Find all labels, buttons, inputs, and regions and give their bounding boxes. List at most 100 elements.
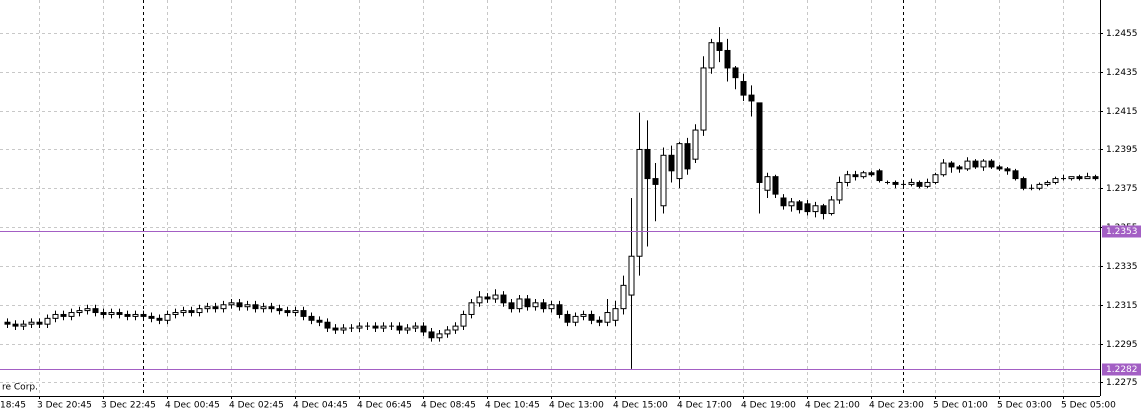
candle-body <box>140 313 147 317</box>
candle-body <box>1004 168 1011 172</box>
candle-body <box>284 310 291 314</box>
candle-body <box>932 174 939 183</box>
candle-body <box>620 284 627 310</box>
candle-body <box>972 160 979 168</box>
candle-body <box>180 310 187 314</box>
candle-body <box>20 323 27 327</box>
candle-body <box>1092 176 1099 180</box>
candle-body <box>260 306 267 310</box>
candle-body <box>1084 176 1091 180</box>
candle-body <box>916 181 923 187</box>
candle-body <box>460 313 467 327</box>
candle-body <box>436 333 443 339</box>
candle-body <box>796 201 803 211</box>
x-tick-label: 4 Dec 13:00 <box>549 401 604 411</box>
level-label-bg <box>1102 225 1141 238</box>
candle-body <box>196 308 203 314</box>
candle-body <box>340 327 347 331</box>
candle-body <box>596 319 603 323</box>
x-tick-label: 4 Dec 21:00 <box>805 401 860 411</box>
candle-body <box>692 129 699 160</box>
watermark: re Corp. <box>2 383 38 393</box>
candle-body <box>588 313 595 321</box>
x-tick-label: 4 Dec 00:45 <box>165 401 220 411</box>
candle-body <box>572 315 579 323</box>
candle-body <box>332 327 339 331</box>
candle-body <box>268 306 275 310</box>
x-tick-label: 5 Dec 05:00 <box>1061 401 1116 411</box>
candle-body <box>652 178 659 185</box>
candle-body <box>676 143 683 180</box>
level-label-bg <box>1102 363 1141 376</box>
candle-body <box>116 312 123 315</box>
candle-body <box>604 312 611 323</box>
candle-body <box>876 170 883 182</box>
candle-body <box>468 302 475 315</box>
candle-body <box>212 306 219 310</box>
x-tick-label: 4 Dec 02:45 <box>229 401 284 411</box>
candle-body <box>84 308 91 312</box>
candle-body <box>804 203 811 213</box>
y-tick-label: 1.2455 <box>1106 29 1138 39</box>
candle-body <box>164 313 171 321</box>
candle-body <box>68 312 75 317</box>
candle-body <box>428 331 435 339</box>
candle-body <box>988 160 995 168</box>
candle-body <box>996 166 1003 170</box>
y-tick-label: 1.2315 <box>1106 301 1138 311</box>
candle-body <box>300 310 307 317</box>
y-tick-label: 1.2435 <box>1106 68 1138 78</box>
candle-body <box>412 325 419 329</box>
y-tick-label: 1.2335 <box>1106 262 1138 272</box>
candle-body <box>756 102 763 183</box>
candle-body <box>668 154 675 172</box>
candle-body <box>852 174 859 178</box>
candle-body <box>244 304 251 308</box>
candle-body <box>836 181 843 201</box>
candle-body <box>108 312 115 315</box>
candle-body <box>516 298 523 310</box>
candle-body <box>828 199 835 215</box>
candle-body <box>844 174 851 183</box>
candle-body <box>276 308 283 312</box>
y-tick-label: 1.2415 <box>1106 107 1138 117</box>
y-tick-label: 1.2375 <box>1106 184 1138 194</box>
candle-body <box>452 325 459 331</box>
candle-body <box>1036 183 1043 189</box>
candle-body <box>524 298 531 308</box>
candle-body <box>540 302 547 310</box>
x-tick-label: 4 Dec 23:00 <box>869 401 924 411</box>
candle-body <box>764 176 771 191</box>
candle-body <box>484 296 491 300</box>
candle-body <box>380 325 387 329</box>
candle-body <box>820 205 827 215</box>
candle-body <box>628 255 635 296</box>
candle-body <box>404 327 411 331</box>
candle-body <box>1068 176 1075 180</box>
candle-body <box>780 197 787 207</box>
candle-body <box>564 313 571 323</box>
candle-body <box>724 49 731 69</box>
candle-body <box>556 304 563 315</box>
candle-body <box>1076 176 1083 180</box>
x-tick-label: 3 Dec 20:45 <box>37 401 92 411</box>
candle-body <box>204 306 211 310</box>
candle-body <box>860 172 867 178</box>
candle-body <box>700 67 707 131</box>
candle-body <box>644 148 651 180</box>
level-label: 1.2282 <box>1106 365 1138 375</box>
candle-body <box>148 315 155 319</box>
candle-body <box>292 310 299 314</box>
candle-body <box>708 42 715 69</box>
x-tick-label: 4 Dec 08:45 <box>421 401 476 411</box>
x-tick-label: 4 Dec 15:00 <box>613 401 668 411</box>
y-tick-label: 1.2395 <box>1106 145 1138 155</box>
y-tick-label: 1.2275 <box>1106 378 1138 388</box>
y-tick-label: 1.2295 <box>1106 340 1138 350</box>
candle-body <box>1044 181 1051 185</box>
candle-body <box>740 81 747 96</box>
candle-body <box>868 172 875 176</box>
candle-body <box>188 310 195 314</box>
